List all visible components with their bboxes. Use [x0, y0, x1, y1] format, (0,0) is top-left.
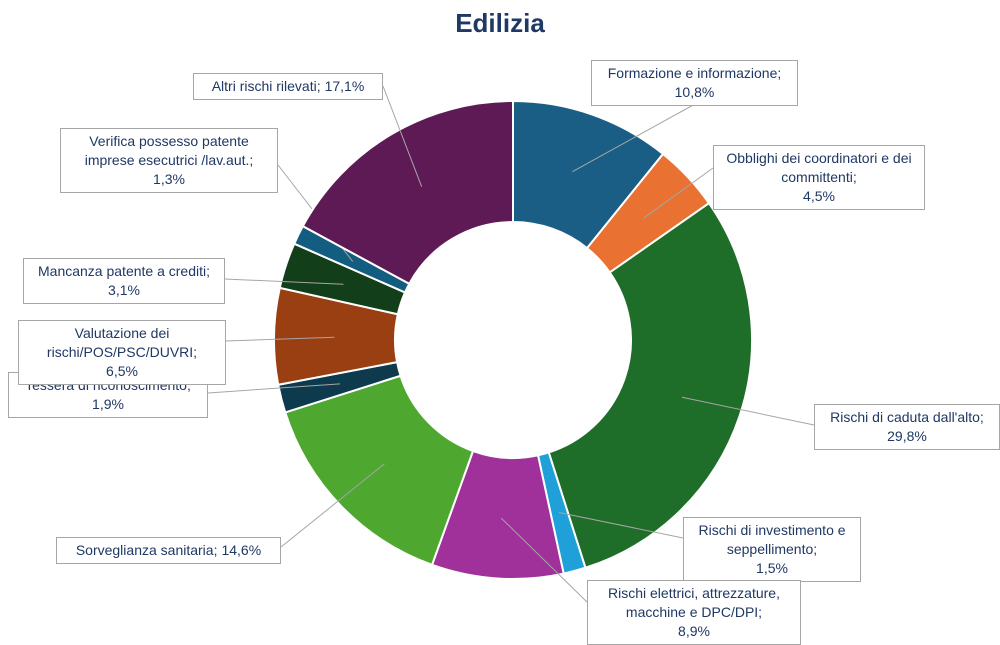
leader-line: [643, 167, 714, 219]
label-category: Verifica possesso patente imprese esecut…: [84, 133, 254, 168]
label-value: 1,5%: [756, 560, 788, 576]
label-category: Formazione e informazione;: [607, 65, 782, 81]
data-label: Valutazione dei rischi/POS/PSC/DUVRI; 6,5…: [18, 320, 226, 385]
label-value: 4,5%: [803, 188, 835, 204]
donut-slice: [547, 201, 753, 570]
donut-slice: [283, 374, 475, 567]
label-value: 29,8%: [887, 428, 927, 444]
leader-line: [224, 278, 344, 285]
leader-line: [558, 511, 684, 539]
label-category: Rischi elettrici, attrezzature, macchine…: [608, 585, 780, 620]
label-value: 1,3%: [153, 171, 185, 187]
data-label: Verifica possesso patente imprese esecut…: [60, 128, 278, 193]
data-label: Sorveglianza sanitaria; 14,6%: [56, 537, 281, 564]
leader-line: [681, 396, 815, 426]
label-value: 6,5%: [106, 363, 138, 379]
data-label: Rischi di investimento e seppellimento; 1…: [683, 517, 861, 582]
donut-slice: [301, 99, 514, 286]
leader-line: [207, 383, 341, 394]
label-category: Rischi di caduta dall'alto;: [830, 409, 984, 425]
label-category: Valutazione dei rischi/POS/PSC/DUVRI;: [46, 325, 198, 360]
data-label: Rischi elettrici, attrezzature, macchine…: [587, 580, 801, 645]
leader-line: [382, 85, 423, 187]
chart-title: Edilizia: [455, 8, 545, 38]
leader-line: [280, 463, 385, 548]
label-category: Rischi di investimento e seppellimento;: [698, 522, 846, 557]
leader-line: [225, 336, 335, 342]
label-value: 3,1%: [108, 282, 140, 298]
data-label: Obblighi dei coordinatori e dei committe…: [713, 145, 925, 210]
chart: [207, 85, 815, 603]
data-label: Mancanza patente a crediti; 3,1%: [23, 258, 225, 304]
label-category: Mancanza patente a crediti;: [38, 263, 210, 279]
label-category: Altri rischi rilevati;: [211, 78, 321, 94]
label-value: 1,9%: [92, 396, 124, 412]
label-value: 8,9%: [678, 623, 710, 639]
leader-line: [500, 517, 588, 603]
page: {"chart_data": {"type": "donut", "title"…: [8, 8, 1000, 645]
data-label: Formazione e informazione; 10,8%: [591, 60, 798, 106]
data-label: Altri rischi rilevati; 17,1%: [193, 73, 383, 100]
label-value: 14,6%: [221, 542, 262, 558]
label-value: 10,8%: [674, 84, 715, 100]
label-category: Obblighi dei coordinatori e dei committe…: [726, 150, 912, 185]
leader-line: [572, 103, 696, 173]
label-value: 17,1%: [324, 78, 365, 94]
label-category: Sorveglianza sanitaria;: [75, 542, 218, 558]
data-label: Rischi di caduta dall'alto; 29,8%: [814, 404, 1000, 450]
